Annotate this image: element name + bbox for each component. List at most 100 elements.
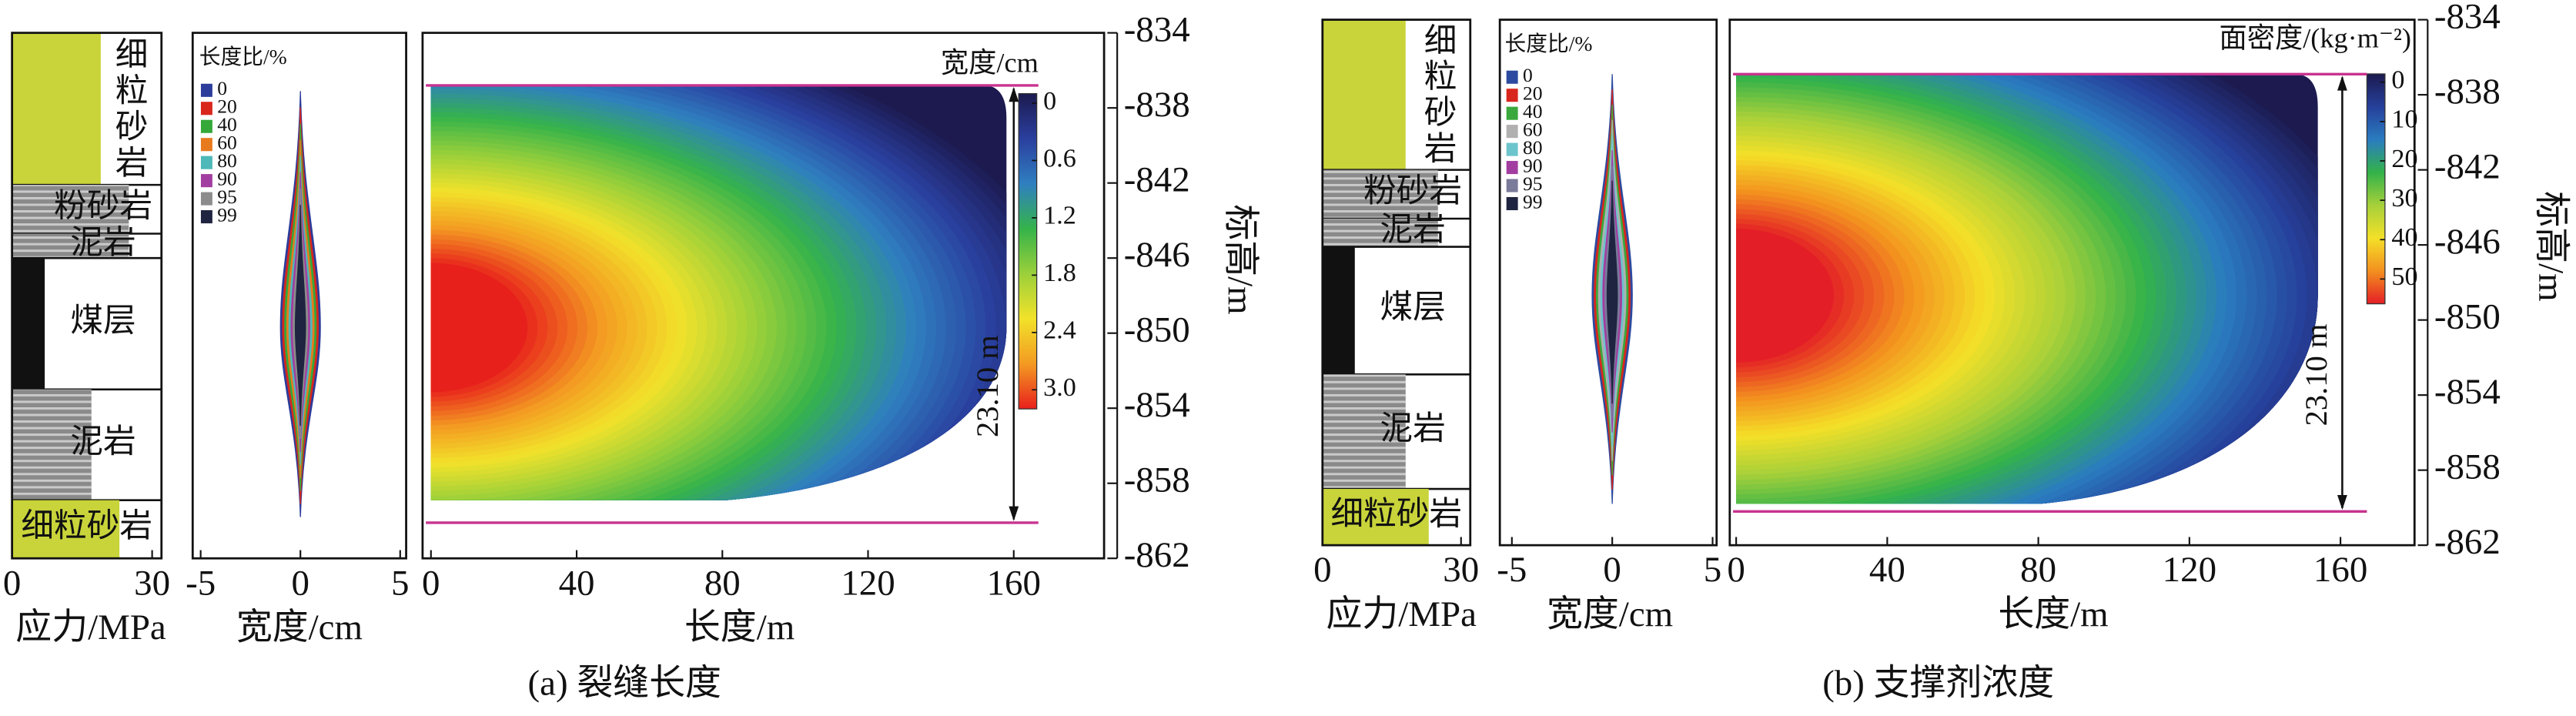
legend-swatch	[1506, 125, 1518, 139]
legend-label: 40	[1523, 100, 1543, 122]
legend-label: 0	[217, 77, 227, 99]
x-axis-label: 宽度/cm	[236, 607, 363, 647]
hatch	[12, 185, 129, 234]
legend-swatch	[200, 156, 212, 169]
contour-field	[430, 85, 1007, 500]
dimension-label: 23.10 m	[2299, 324, 2333, 427]
y-tick-label: -846	[2434, 222, 2501, 262]
contour-band	[1736, 228, 1835, 363]
y-tick-label: -854	[2434, 372, 2501, 412]
x-tick-label: 0	[1727, 550, 1745, 590]
y-tick-label: -842	[2434, 146, 2501, 186]
y-tick-label: -834	[2434, 0, 2501, 36]
x-axis-label: 宽度/cm	[1547, 594, 1673, 634]
y-tick-label: -838	[2434, 72, 2501, 112]
hatch	[1322, 218, 1438, 247]
caption: (b) 支撑剂浓度	[1822, 663, 2054, 703]
legend-label: 20	[1523, 82, 1543, 105]
x-tick-label: 80	[704, 563, 741, 603]
x-tick-label: 120	[841, 563, 895, 603]
legend-swatch	[1506, 179, 1518, 192]
layer-label: 煤层	[70, 303, 135, 339]
legend-label: 40	[217, 113, 237, 136]
x-tick-label: 160	[987, 563, 1041, 603]
y-tick-label: -858	[2434, 447, 2501, 487]
legend-swatch	[1506, 142, 1518, 156]
legend-swatch	[200, 102, 212, 115]
x-tick-label: 40	[559, 563, 595, 603]
legend-swatch	[200, 174, 212, 188]
plot-frame	[191, 32, 407, 560]
colorbar-tick-label: 3.0	[1043, 373, 1076, 402]
layer-label: 细粒砂岩	[21, 508, 152, 544]
contour-panel: 0 10 20 30 40 50 面密度/(kg·m⁻²) 23.10 m -862 -858 -8…	[1727, 0, 2571, 703]
legend-swatch	[1506, 89, 1518, 102]
layer-label: 粉砂岩	[54, 189, 152, 225]
hatch	[1322, 169, 1438, 219]
colorbar-tick-label: 1.8	[1043, 259, 1076, 287]
y-tick-label: -858	[1124, 460, 1190, 500]
x-axis-label: 应力/MPa	[15, 607, 166, 647]
colorbar	[1018, 92, 1038, 410]
hatch	[12, 233, 129, 259]
legend-swatch	[200, 138, 212, 152]
y-tick-label: -862	[2434, 522, 2501, 562]
x-axis-label: 长度/m	[1998, 594, 2108, 634]
legend-swatch	[200, 83, 212, 97]
legend-swatch	[200, 192, 212, 206]
legend-swatch	[1506, 106, 1518, 120]
legend-label: 60	[1523, 119, 1543, 141]
stress-bar	[1322, 246, 1355, 375]
colorbar-tick-label: 2.4	[1043, 316, 1076, 345]
legend-swatch	[200, 210, 212, 224]
caption: (a) 裂缝长度	[528, 663, 721, 703]
legend-title: 长度比/%	[199, 45, 287, 69]
layer-label: 泥岩	[1380, 410, 1445, 447]
legend-title: 长度比/%	[1505, 32, 1593, 55]
legend-label: 99	[1523, 190, 1543, 212]
legend-label: 0	[1523, 64, 1533, 86]
colorbar-title: 面密度/(kg·m⁻²)	[2219, 23, 2410, 54]
x-tick-label: 40	[1869, 550, 1905, 590]
legend-label: 60	[217, 132, 237, 154]
plot-frame	[1728, 18, 2416, 547]
legend-swatch	[1506, 161, 1518, 175]
legend-swatch	[200, 119, 212, 133]
legend-label: 80	[1523, 136, 1543, 159]
contour-panel: 0 0.6 1.2 1.8 2.4 3.0 宽度/cm 23.10 m -862 -858 -854…	[421, 9, 1260, 703]
x-tick-label: 0	[3, 563, 21, 603]
x-tick-label: 0	[1603, 550, 1621, 590]
x-tick-label: -5	[186, 563, 216, 603]
x-axis-label: 应力/MPa	[1326, 594, 1477, 634]
colorbar-tick-label: 0	[2391, 66, 2404, 95]
layer-label: 细粒砂岩	[1330, 496, 1462, 532]
y-tick-label: -862	[1124, 535, 1190, 575]
plot-frame	[11, 32, 163, 560]
legend-label: 20	[217, 95, 237, 118]
stress-bar	[12, 32, 101, 186]
hatch	[1322, 374, 1406, 490]
x-tick-label: 160	[2313, 550, 2367, 590]
x-tick-label: 5	[1704, 550, 1721, 590]
y-tick-label: -846	[1124, 235, 1190, 275]
legend-label: 95	[217, 186, 237, 208]
layer-label: 煤层	[1380, 289, 1445, 326]
x-tick-label: 30	[1443, 550, 1479, 590]
y-tick-label: -834	[1124, 9, 1190, 49]
stress-bar	[1322, 19, 1406, 170]
layer-label: 泥岩	[70, 225, 135, 261]
x-tick-label: 0	[1313, 550, 1331, 590]
x-tick-label: 30	[134, 563, 170, 603]
plot-frame	[421, 32, 1106, 560]
x-tick-label: 0	[422, 563, 440, 603]
x-tick-label: 5	[391, 563, 409, 603]
plot-frame	[1321, 18, 1472, 547]
y-axis-label: 标高/m	[1220, 204, 1260, 314]
x-axis-label: 长度/m	[684, 607, 795, 647]
layer-label: 细粒砂岩	[1420, 22, 1456, 167]
plot-frame	[1498, 18, 1718, 547]
legend-label: 99	[217, 203, 237, 226]
colorbar-tick-label: 40	[2391, 223, 2417, 252]
colorbar-tick-label: 0.6	[1043, 144, 1076, 172]
